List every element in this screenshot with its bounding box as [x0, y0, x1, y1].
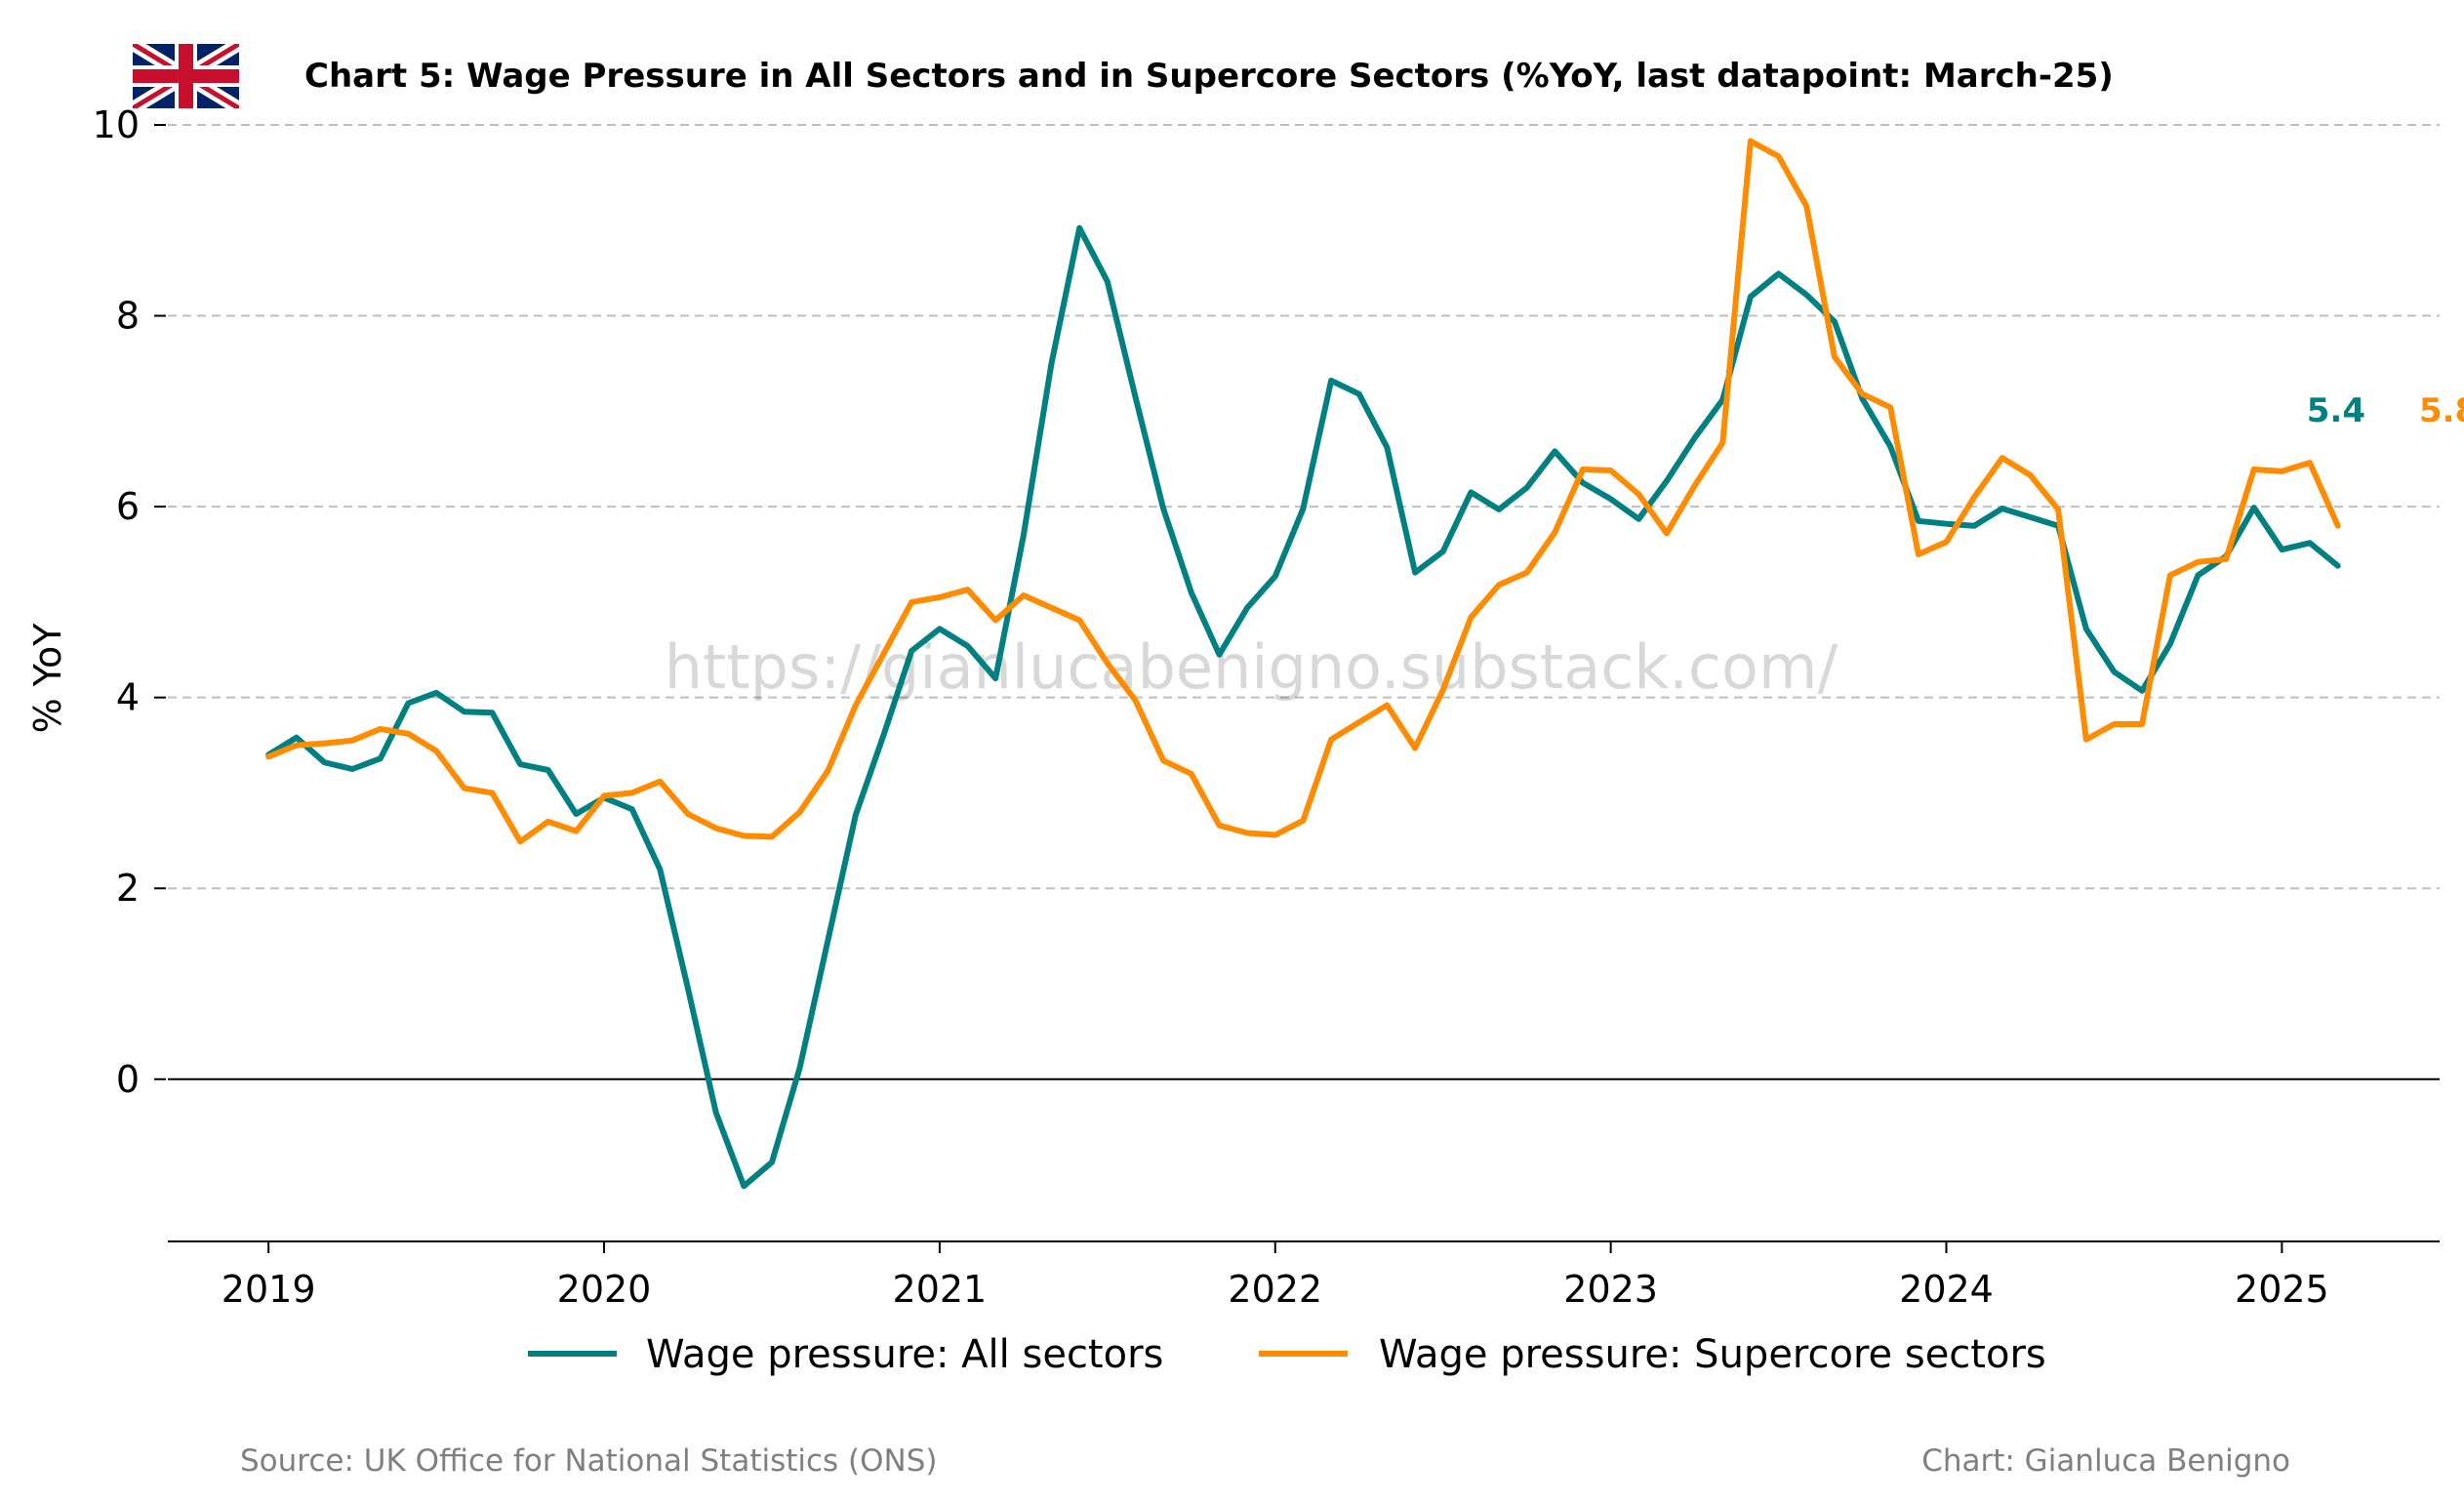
- legend: Wage pressure: All sectors Wage pressure…: [528, 1332, 2046, 1377]
- x-tick-label: 2022: [1228, 1268, 1322, 1311]
- end-label-all-sectors: 5.4: [2307, 391, 2365, 430]
- source-note: Source: UK Office for National Statistic…: [240, 1443, 938, 1479]
- x-axis: 2019 2020 2021 2022 2023 2024 2025: [168, 1240, 2440, 1311]
- y-axis-label: % YoY: [26, 623, 69, 734]
- grid: [168, 124, 2440, 1080]
- x-tick-label: 2023: [1563, 1268, 1658, 1311]
- chart-credit: Chart: Gianluca Benigno: [1921, 1443, 2290, 1479]
- end-label-supercore-sectors: 5.8: [2419, 391, 2464, 430]
- series-lines: [265, 138, 2341, 1190]
- watermark: https://gianlucabenigno.substack.com/: [665, 631, 1838, 703]
- x-tick-label: 2020: [557, 1268, 652, 1311]
- y-axis: 0 2 4 6 8 10: [93, 103, 166, 1101]
- end-labels: 5.4 5.8: [2307, 391, 2464, 430]
- y-tick-label: 10: [93, 103, 140, 146]
- y-tick-label: 6: [116, 485, 140, 528]
- series-line-supercore-sectors: [265, 138, 2341, 845]
- y-tick-label: 2: [116, 867, 140, 910]
- chart-title: Chart 5: Wage Pressure in All Sectors an…: [304, 57, 2114, 96]
- x-tick-label: 2019: [222, 1268, 316, 1311]
- y-tick-label: 8: [116, 295, 140, 338]
- y-tick-label: 0: [116, 1058, 140, 1101]
- legend-label-all-sectors: Wage pressure: All sectors: [646, 1332, 1163, 1377]
- series-line-all-sectors: [265, 224, 2341, 1190]
- x-tick-label: 2021: [893, 1268, 988, 1311]
- legend-label-supercore-sectors: Wage pressure: Supercore sectors: [1379, 1332, 2046, 1377]
- y-tick-label: 4: [116, 676, 140, 719]
- x-tick-label: 2024: [1899, 1268, 1994, 1311]
- x-tick-label: 2025: [2235, 1268, 2329, 1311]
- uk-flag-icon: [133, 44, 239, 108]
